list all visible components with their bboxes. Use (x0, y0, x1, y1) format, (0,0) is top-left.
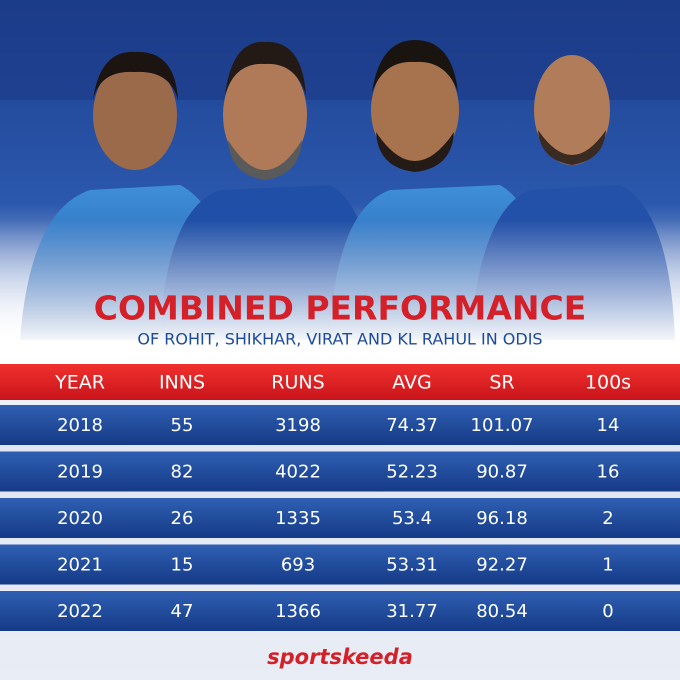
player-4-beard (538, 130, 606, 165)
table-cell: 80.54 (476, 601, 528, 622)
table-cell: 1335 (275, 508, 321, 529)
table-row (0, 498, 680, 538)
player-1-hair (93, 51, 178, 100)
player-3-hair (372, 40, 458, 92)
table-cell: 26 (171, 508, 194, 529)
player-2-hair (225, 41, 306, 95)
player-2-face (223, 57, 307, 173)
table-cell: 53.4 (392, 508, 432, 529)
player-4-face (534, 55, 610, 165)
table-cell: 4022 (275, 462, 321, 483)
column-header: SR (489, 372, 514, 394)
column-header: YEAR (54, 372, 105, 394)
table-cell: 2019 (57, 462, 103, 483)
table-cell: 52.23 (386, 462, 438, 483)
table-cell: 3198 (275, 415, 321, 436)
table: YEAR INNS RUNS AVG SR 100s 2018 55 3198 74.37 101.… (0, 372, 680, 631)
player-1-face (93, 60, 177, 170)
table-cell: 90.87 (476, 462, 528, 483)
table-row (0, 591, 680, 631)
column-header: AVG (392, 372, 432, 394)
table-row (0, 405, 680, 445)
table-cell: 1366 (275, 601, 321, 622)
title: COMBINED PERFORMANCE (94, 289, 587, 328)
table-cell: 2018 (57, 415, 103, 436)
logo: sportskeeda (267, 645, 413, 669)
table-cell: 1 (602, 555, 613, 576)
table-cell: 0 (602, 601, 613, 622)
table-cell: 15 (171, 555, 194, 576)
subtitle: OF ROHIT, SHIKHAR, VIRAT AND KL RAHUL IN… (137, 330, 542, 349)
table-cell: 92.27 (476, 555, 528, 576)
table-row (0, 544, 680, 585)
column-header: RUNS (271, 372, 324, 394)
header-row (0, 364, 680, 400)
table-cell: 14 (597, 415, 620, 436)
table-cell: 82 (171, 462, 194, 483)
table-cell: 693 (281, 555, 315, 576)
column-header: 100s (585, 372, 631, 394)
player-2-beard (228, 140, 302, 180)
table-cell: 2021 (57, 555, 103, 576)
table-cell: 2020 (57, 508, 103, 529)
table-cell: 96.18 (476, 508, 528, 529)
photo-fade (0, 220, 680, 340)
table-cell: 55 (171, 415, 194, 436)
table-cell: 2022 (57, 601, 103, 622)
table-cell: 101.07 (471, 415, 534, 436)
table-cell: 2 (602, 508, 613, 529)
table-cell: 74.37 (386, 415, 438, 436)
player-photos (0, 40, 680, 340)
table-cell: 31.77 (386, 601, 438, 622)
column-header: INNS (159, 372, 205, 394)
table-cell: 47 (171, 601, 194, 622)
table-cell: 16 (597, 462, 620, 483)
player-3-beard (376, 132, 454, 172)
table-row (0, 451, 680, 492)
player-3-face (371, 54, 459, 166)
table-cell: 53.31 (386, 555, 438, 576)
